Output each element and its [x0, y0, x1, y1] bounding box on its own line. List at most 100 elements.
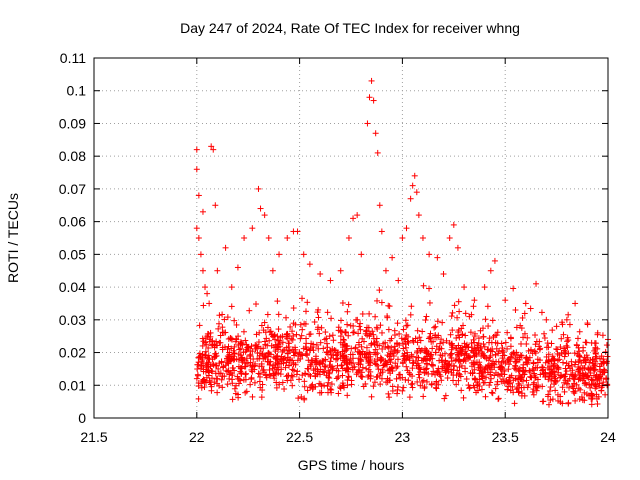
data-point — [420, 393, 427, 400]
data-point — [460, 394, 467, 401]
data-point — [227, 335, 234, 342]
data-point — [589, 357, 596, 364]
data-point — [511, 400, 518, 407]
data-point — [310, 367, 317, 374]
data-point — [513, 366, 520, 373]
data-point — [260, 327, 267, 334]
data-point — [343, 364, 350, 371]
data-point — [533, 387, 540, 394]
data-point — [448, 350, 455, 357]
data-point — [327, 386, 334, 393]
data-point — [232, 390, 239, 397]
data-point — [312, 370, 319, 377]
data-point — [382, 361, 389, 368]
data-point — [449, 309, 456, 316]
data-point — [467, 329, 474, 336]
data-point — [195, 192, 202, 199]
data-point — [589, 356, 596, 363]
data-point — [334, 362, 341, 369]
data-point — [366, 362, 373, 369]
data-point — [257, 371, 264, 378]
data-point — [214, 267, 221, 274]
data-point — [354, 212, 361, 219]
data-point — [247, 381, 254, 388]
data-point — [357, 357, 364, 364]
data-point — [302, 370, 309, 377]
data-point — [495, 396, 502, 403]
data-point — [216, 320, 223, 327]
data-point — [340, 337, 347, 344]
data-point — [499, 364, 506, 371]
data-point — [215, 365, 222, 372]
data-point — [427, 330, 434, 337]
data-point — [214, 389, 221, 396]
data-point — [261, 212, 268, 219]
data-point — [549, 327, 556, 334]
data-point — [211, 354, 218, 361]
data-point — [401, 350, 408, 357]
data-point — [594, 329, 601, 336]
data-point — [388, 335, 395, 342]
data-point — [494, 381, 501, 388]
data-point — [210, 146, 217, 153]
data-point — [596, 363, 603, 370]
data-point — [561, 353, 568, 360]
data-point — [373, 374, 380, 381]
data-point — [507, 343, 514, 350]
data-point — [262, 372, 269, 379]
data-point — [438, 345, 445, 352]
data-point — [557, 399, 564, 406]
data-point — [231, 385, 238, 392]
data-point — [488, 375, 495, 382]
data-point — [324, 309, 331, 316]
data-point — [400, 384, 407, 391]
data-point — [451, 302, 458, 309]
data-point — [357, 320, 364, 327]
data-point — [193, 146, 200, 153]
data-point — [417, 348, 424, 355]
data-point — [471, 366, 478, 373]
data-point — [269, 267, 276, 274]
data-point — [302, 321, 309, 328]
data-point — [212, 353, 219, 360]
data-point — [476, 383, 483, 390]
data-point — [322, 329, 329, 336]
data-point — [324, 389, 331, 396]
data-point — [304, 365, 311, 372]
data-point — [504, 345, 511, 352]
data-point — [551, 357, 558, 364]
data-point — [450, 377, 457, 384]
data-point — [588, 390, 595, 397]
data-point — [495, 350, 502, 357]
data-point — [370, 383, 377, 390]
data-point — [486, 354, 493, 361]
data-point — [230, 353, 237, 360]
data-point — [230, 364, 237, 371]
data-point — [470, 348, 477, 355]
y-tick-label: 0.1 — [67, 83, 87, 99]
data-point — [303, 346, 310, 353]
data-point — [438, 336, 445, 343]
data-point — [521, 330, 528, 337]
data-point — [453, 381, 460, 388]
data-point — [581, 375, 588, 382]
data-point — [485, 323, 492, 330]
data-point — [416, 334, 423, 341]
data-point — [395, 371, 402, 378]
data-point — [487, 352, 494, 359]
data-point — [527, 374, 534, 381]
data-point — [294, 357, 301, 364]
data-point — [253, 331, 260, 338]
data-point — [419, 235, 426, 241]
data-point — [547, 397, 554, 404]
data-point — [208, 143, 215, 150]
data-point — [571, 380, 578, 387]
data-point — [588, 401, 595, 408]
data-point — [377, 381, 384, 388]
data-point — [389, 383, 396, 390]
data-point — [523, 340, 530, 347]
data-point — [375, 366, 382, 373]
data-point — [546, 387, 553, 394]
data-point — [319, 360, 326, 367]
data-point — [338, 362, 345, 369]
